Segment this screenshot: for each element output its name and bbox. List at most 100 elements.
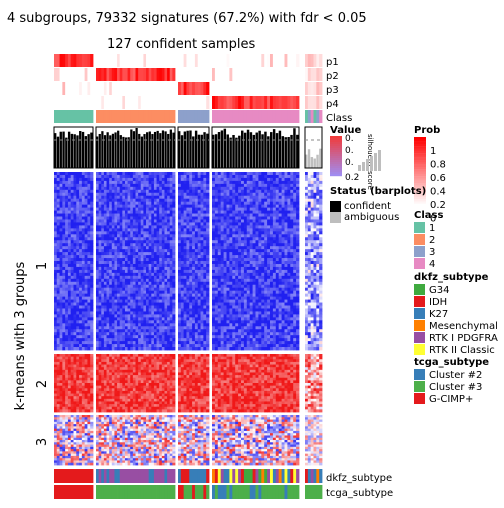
heatmap-cell [62,326,66,330]
heatmap-cell [172,455,176,459]
heatmap-cell [124,326,128,330]
heatmap-cell [81,272,86,277]
heatmap-cell [70,243,74,247]
heatmap-cell [65,388,69,392]
heatmap-cell [103,449,107,452]
heatmap-cell [167,207,171,211]
heatmap-cell [76,272,80,277]
heatmap-cell [119,364,123,368]
heatmap-cell [76,404,80,408]
heatmap-cell [56,347,60,351]
heatmap-cell [119,453,123,457]
heatmap-cell [132,329,136,333]
heatmap-cell [148,347,152,351]
heatmap-cell [186,354,190,358]
heatmap-cell [90,372,94,376]
heatmap-cell [103,305,107,309]
heatmap-cell [87,426,91,430]
heatmap-cell [183,183,187,188]
heatmap-cell [138,356,142,360]
heatmap-cell [153,421,157,425]
heatmap-cell [111,198,115,203]
heatmap-cell [180,231,185,235]
heatmap-cell [101,269,105,274]
heatmap-cell [119,375,123,379]
heatmap-cell [119,269,123,274]
heatmap-cell [135,440,139,443]
heatmap-cell [172,278,176,283]
heatmap-cell [183,284,187,289]
heatmap-cell [103,419,107,423]
heatmap-cell [148,437,152,441]
heatmap-cell [140,433,144,436]
heatmap-cell [106,338,110,342]
heatmap-cell [167,219,171,223]
heatmap-cell [122,398,126,402]
heatmap-cell [84,172,88,176]
heatmap-cell [98,462,102,466]
heatmap-cell [59,421,63,425]
heatmap-cell [59,458,63,461]
heatmap-cell [167,388,171,392]
heatmap-cell [98,433,102,436]
heatmap-cell [180,354,185,358]
heatmap-cell [103,354,107,358]
heatmap-cell [111,433,115,436]
heatmap-cell [153,444,157,448]
heatmap-cell [132,189,136,194]
heatmap-cell [56,222,60,226]
heatmap-cell [151,369,155,373]
heatmap-cell [122,284,126,289]
heatmap-cell [62,393,66,397]
heatmap-cell [87,380,91,384]
heatmap-cell [101,228,105,232]
heatmap-cell [76,329,80,333]
heatmap-cell [127,354,131,358]
heatmap-cell [172,228,176,232]
heatmap-cell [98,341,102,345]
heatmap-cell [172,302,176,306]
heatmap-cell [138,326,142,330]
heatmap-cell [59,234,63,238]
heatmap-cell [70,225,74,229]
heatmap-cell [135,296,139,300]
heatmap-cell [59,375,63,379]
heatmap-cell [156,172,160,176]
heatmap-cell [103,361,107,365]
heatmap-cell [122,296,126,300]
heatmap-cell [119,222,123,226]
heatmap-cell [73,453,77,457]
heatmap-cell [172,369,176,373]
heatmap-cell [117,417,121,420]
heatmap-cell [172,225,176,229]
heatmap-cell [73,458,77,461]
heatmap-cell [79,369,83,373]
heatmap-cell [114,419,118,423]
heatmap-cell [132,446,136,450]
heatmap-cell [178,453,182,457]
heatmap-cell [143,393,147,397]
heatmap-cell [73,219,77,223]
heatmap-cell [143,172,147,176]
heatmap-cell [90,460,94,464]
heatmap-cell [172,308,176,312]
heatmap-cell [135,261,139,265]
heatmap-cell [146,249,150,253]
heatmap-cell [67,449,72,452]
heatmap-cell [70,458,74,461]
heatmap-cell [164,246,168,250]
heatmap-cell [186,417,190,420]
heatmap-cell [117,372,121,376]
heatmap-cell [167,204,171,208]
heatmap-cell [127,299,131,303]
heatmap-cell [109,281,113,286]
heatmap-cell [167,406,171,410]
heatmap-cell [114,437,118,441]
heatmap-cell [67,216,72,220]
heatmap-cell [138,372,142,376]
heatmap-cell [117,222,121,226]
heatmap-cell [130,421,134,425]
heatmap-cell [159,404,163,408]
heatmap-cell [76,183,80,188]
heatmap-cell [122,442,126,445]
